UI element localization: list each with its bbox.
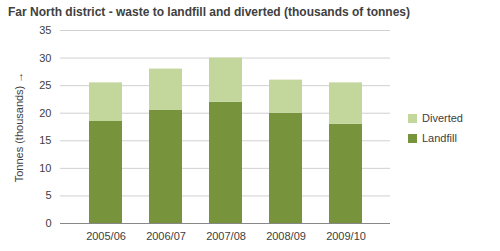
svg-text:25: 25	[39, 79, 51, 91]
svg-text:Tonnes (thousands) →: Tonnes (thousands) →	[13, 72, 25, 183]
svg-text:2007/08: 2007/08	[206, 230, 246, 242]
svg-text:2008/09: 2008/09	[266, 230, 306, 242]
svg-text:2005/06: 2005/06	[86, 230, 126, 242]
svg-text:2009/10: 2009/10	[326, 230, 366, 242]
svg-text:2006/07: 2006/07	[146, 230, 186, 242]
svg-text:30: 30	[39, 52, 51, 64]
svg-text:5: 5	[45, 189, 51, 201]
svg-text:0: 0	[45, 217, 51, 229]
html-text:Landfill: Landfill	[422, 132, 457, 144]
svg-text:35: 35	[39, 24, 51, 36]
svg-text:15: 15	[39, 134, 51, 146]
html-text:Far North district - waste to: Far North district - waste to landfill a…	[8, 5, 410, 19]
html-text:Diverted: Diverted	[422, 112, 463, 124]
svg-text:10: 10	[39, 162, 51, 174]
svg-text:20: 20	[39, 107, 51, 119]
